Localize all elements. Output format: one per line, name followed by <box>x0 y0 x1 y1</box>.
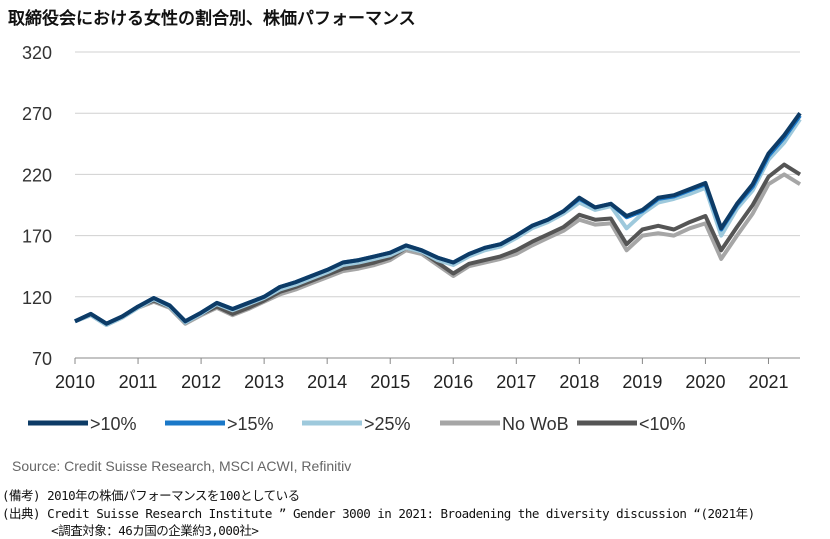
x-tick-label: 2021 <box>748 372 788 392</box>
note-survey: <調査対象：46カ国の企業約3,000社> <box>2 523 259 538</box>
series-line-10 <box>74 112 802 326</box>
x-tick-label: 2017 <box>496 372 536 392</box>
x-tick-label: 2010 <box>55 372 95 392</box>
x-tick-label: 2012 <box>181 372 221 392</box>
line-chart: 70 120 170 220 270 320 2010 2011 2012 2013 2014 201… <box>22 43 802 434</box>
note-source: (出典) Credit Suisse Research Institute ” … <box>2 506 755 521</box>
y-tick-label: 120 <box>22 288 52 308</box>
legend-label: >15% <box>227 414 274 434</box>
y-tick-label: 320 <box>22 43 52 63</box>
x-tick-label: 2014 <box>307 372 347 392</box>
x-tick-label: 2016 <box>433 372 473 392</box>
x-tick-label: 2015 <box>370 372 410 392</box>
legend-label: <10% <box>639 414 686 434</box>
series-line-NoWoB <box>74 172 802 327</box>
legend-label: >25% <box>364 414 411 434</box>
legend-label: No WoB <box>502 414 569 434</box>
x-tick-label: 2011 <box>119 372 158 392</box>
chart-title: 取締役会における女性の割合別、株価パフォーマンス <box>8 9 416 28</box>
x-tick-label: 2019 <box>622 372 662 392</box>
legend-label: >10% <box>90 414 137 434</box>
y-tick-label: 170 <box>22 227 52 247</box>
y-tick-label: 220 <box>22 165 52 185</box>
x-tick-label: 2013 <box>244 372 284 392</box>
y-tick-label: 70 <box>32 349 52 369</box>
note-remarks: (備考) 2010年の株価パフォーマンスを100としている <box>2 488 300 503</box>
source-text: Source: Credit Suisse Research, MSCI ACW… <box>12 458 352 474</box>
x-tick-label: 2020 <box>685 372 725 392</box>
y-tick-label: 270 <box>22 104 52 124</box>
x-tick-label: 2018 <box>559 372 599 392</box>
